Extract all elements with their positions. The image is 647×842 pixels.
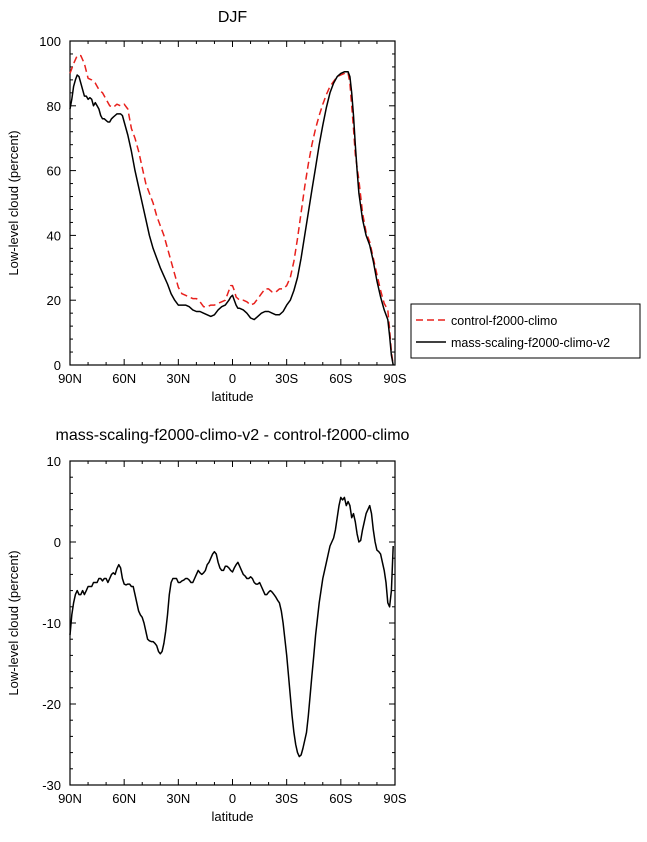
y-tick-label: 60 — [47, 164, 61, 179]
x-tick-label: 60S — [329, 371, 352, 386]
series-line — [69, 54, 394, 366]
x-tick-label: 60N — [112, 371, 136, 386]
y-axis-label: Low-level cloud (percent) — [6, 130, 21, 275]
legend: control-f2000-climo mass-scaling-f2000-cl… — [410, 303, 641, 359]
y-tick-label: 10 — [47, 454, 61, 469]
x-tick-label: 0 — [229, 791, 236, 806]
x-tick-label: 90S — [383, 371, 406, 386]
x-tick-label: 30N — [166, 371, 190, 386]
x-tick-label: 60S — [329, 791, 352, 806]
plot-frame — [69, 460, 396, 786]
x-tick-label: 30S — [275, 791, 298, 806]
series-line — [69, 496, 394, 758]
y-tick-label: 0 — [54, 358, 61, 373]
x-tick-label: 90N — [58, 791, 82, 806]
plot-frame — [69, 40, 396, 366]
x-tick-label: 90N — [58, 371, 82, 386]
y-tick-label: 40 — [47, 228, 61, 243]
y-tick-label: -30 — [42, 778, 61, 793]
x-tick-label: 90S — [383, 791, 406, 806]
x-tick-label: 30N — [166, 791, 190, 806]
x-tick-label: 30S — [275, 371, 298, 386]
y-tick-label: 20 — [47, 293, 61, 308]
chart-title: mass-scaling-f2000-climo-v2 - control-f2… — [56, 427, 410, 444]
legend-box — [410, 303, 641, 359]
y-tick-label: 80 — [47, 99, 61, 114]
legend-label: control-f2000-climo — [451, 314, 557, 328]
x-axis-label: latitude — [212, 809, 254, 824]
legend-label: mass-scaling-f2000-climo-v2 — [451, 336, 610, 350]
x-axis-label: latitude — [212, 389, 254, 404]
y-tick-label: 100 — [39, 34, 61, 49]
top-panel: DJF 90N 60N 30N 0 30S 60S 90S 0 20 40 60 80 100 latitu… — [6, 9, 407, 404]
chart-title: DJF — [218, 9, 248, 26]
y-axis-label: Low-level cloud (percent) — [6, 550, 21, 695]
y-tick-label: -10 — [42, 616, 61, 631]
x-tick-label: 60N — [112, 791, 136, 806]
bottom-panel: mass-scaling-f2000-climo-v2 - control-f2… — [6, 427, 410, 824]
series-line — [69, 71, 394, 366]
x-tick-label: 0 — [229, 371, 236, 386]
y-tick-label: -20 — [42, 697, 61, 712]
y-tick-label: 0 — [54, 535, 61, 550]
